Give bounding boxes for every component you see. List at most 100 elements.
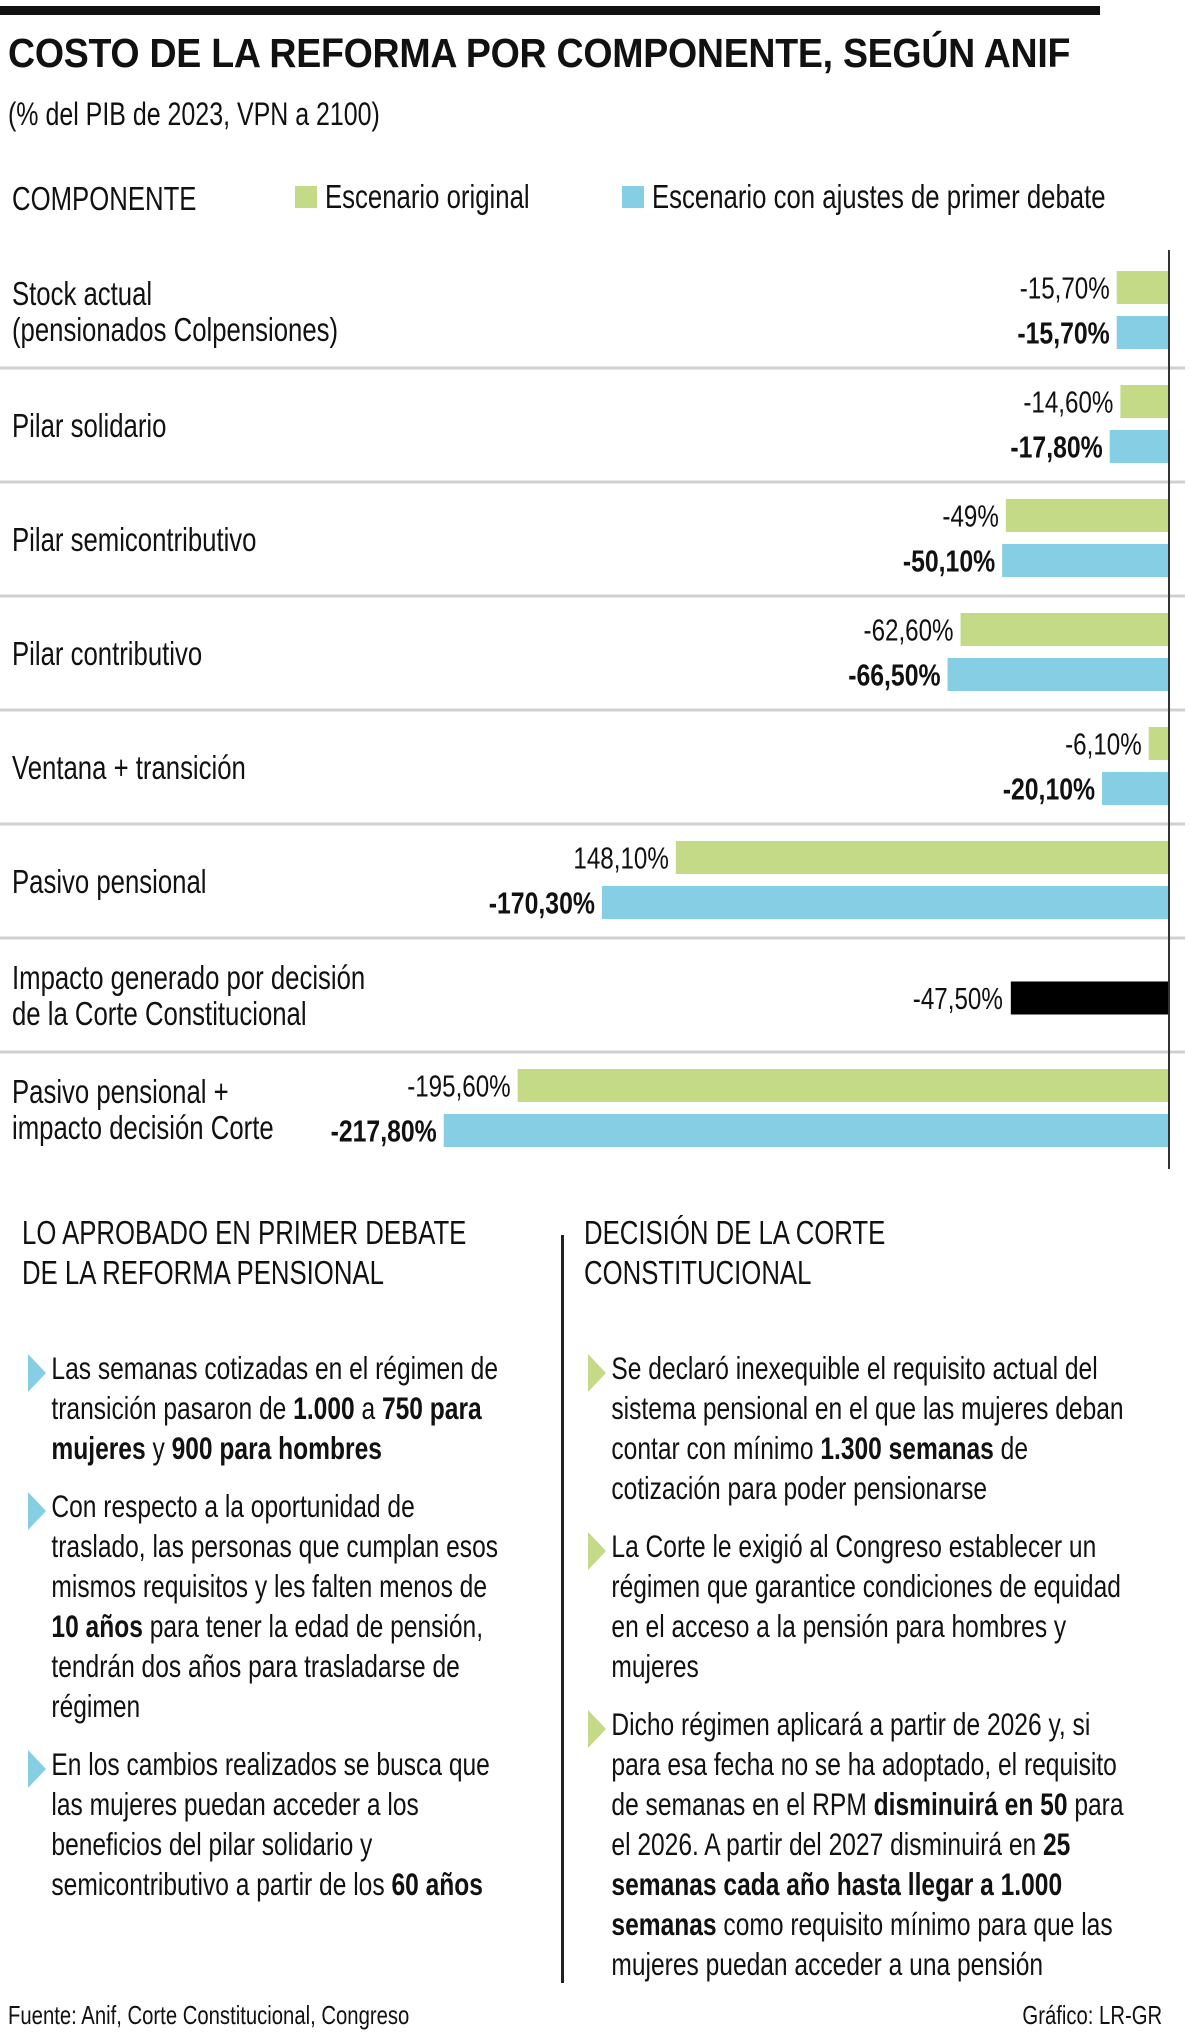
left-bullet-list: Las semanas cotizadas en el régimen de t… [28, 1348, 708, 1922]
top-rule [0, 6, 1100, 15]
bullet-text: Se declaró inexequible el requisito actu… [611, 1348, 1141, 1508]
bar-original-value-label: -6,10% [1065, 727, 1142, 762]
bullet-text-segment: para el 2026. A partir del 2027 disminui… [611, 1786, 1124, 1862]
category-label: Impacto generado por decisión [12, 960, 365, 997]
bullet-text-emphasis: disminuirá en 50 [873, 1786, 1068, 1822]
right-panel-title: DECISIÓN DE LA CORTE CONSTITUCIONAL [584, 1213, 885, 1293]
category-label: Pilar solidario [12, 408, 166, 445]
category-label: (pensionados Colpensiones) [12, 312, 338, 349]
bullet-text-emphasis: 1.300 semanas [820, 1430, 994, 1466]
bar-original [960, 613, 1169, 646]
bullet-text-emphasis: 60 años [391, 1866, 483, 1902]
bar-original [1120, 385, 1169, 418]
category-label: Pasivo pensional [12, 864, 207, 901]
left-panel-title-line-2: DE LA REFORMA PENSIONAL [22, 1254, 384, 1291]
bar-adjusted [1116, 316, 1169, 349]
legend-swatch-original [295, 186, 317, 208]
right-panel-title-line-1: DECISIÓN DE LA CORTE [584, 1214, 886, 1251]
column-divider [561, 1235, 564, 1983]
category-label: Stock actual [12, 276, 152, 313]
bullet-text: Las semanas cotizadas en el régimen de t… [51, 1348, 511, 1468]
bar-adjusted-value-label: -50,10% [903, 544, 995, 578]
legend-label-adjusted: Escenario con ajustes de primer debate [652, 178, 1106, 215]
bullet-text: La Corte le exigió al Congreso establece… [611, 1526, 1141, 1686]
bar-adjusted [601, 886, 1169, 919]
bar-original [675, 841, 1169, 874]
bar-adjusted-value-label: -170,30% [489, 886, 595, 920]
bar-original [1116, 271, 1169, 304]
graphic-credit: Gráfico: LR-GR [1022, 2000, 1162, 2030]
category-label: de la Corte Constitucional [12, 996, 307, 1033]
bar-value-label: -47,50% [913, 981, 1003, 1016]
bar-adjusted [947, 658, 1169, 691]
legend-label-original: Escenario original [325, 178, 530, 215]
category-label: Pilar semicontributivo [12, 522, 256, 559]
bullet-text-emphasis: 750 para mujeres [51, 1390, 482, 1466]
bullet-text-segment: Se declaró inexequible el requisito actu… [611, 1350, 1124, 1466]
bullet-item: En los cambios realizados se busca que l… [28, 1744, 708, 1904]
bullet-text-segment: En los cambios realizados se busca que l… [51, 1746, 490, 1902]
category-label: Pilar contributivo [12, 636, 202, 673]
bar-original-value-label: -15,70% [1020, 271, 1110, 306]
bar-original [517, 1069, 1169, 1102]
left-panel-title: LO APROBADO EN PRIMER DEBATE DE LA REFOR… [22, 1213, 466, 1293]
bullet-text-emphasis: 1.000 [293, 1390, 355, 1426]
chart-subtitle: (% del PIB de 2023, VPN a 2100) [8, 96, 380, 132]
bar-adjusted [1109, 430, 1169, 463]
chart-title: COSTO DE LA REFORMA POR COMPONENTE, SEGÚ… [8, 30, 1071, 76]
category-label: impacto decisión Corte [12, 1110, 274, 1147]
bullet-text-segment: como requisito mínimo para que las mujer… [611, 1906, 1113, 1982]
bullet-text: Dicho régimen aplicará a partir de 2026 … [611, 1704, 1141, 1984]
bullet-text-segment: Las semanas cotizadas en el régimen de t… [51, 1350, 499, 1426]
bar-adjusted-value-label: -17,80% [1010, 430, 1102, 464]
bar-adjusted [1002, 544, 1169, 577]
bar-adjusted [443, 1114, 1169, 1147]
bullet-text-emphasis: 900 para hombres [171, 1430, 382, 1466]
bullet-item: La Corte le exigió al Congreso establece… [588, 1526, 1200, 1686]
bullet-text-segment: Con respecto a la oportunidad de traslad… [51, 1488, 499, 1604]
source-note: Fuente: Anif, Corte Constitucional, Cong… [8, 2000, 410, 2030]
bar-adjusted-value-label: -66,50% [848, 658, 940, 692]
bar-adjusted [1102, 772, 1169, 805]
triangle-bullet-icon [588, 1710, 606, 1748]
legend-item-original: Escenario original [295, 178, 587, 216]
bar-adjusted-value-label: -217,80% [331, 1114, 437, 1148]
bullet-text-segment: La Corte le exigió al Congreso establece… [611, 1528, 1121, 1684]
bar-original-value-label: -49% [942, 499, 998, 534]
bullet-item: Las semanas cotizadas en el régimen de t… [28, 1348, 708, 1468]
bullet-item: Se declaró inexequible el requisito actu… [588, 1348, 1200, 1508]
bar-court-impact [1010, 981, 1169, 1015]
bar-original-value-label: -14,60% [1023, 385, 1113, 420]
bullet-text: En los cambios realizados se busca que l… [51, 1744, 511, 1904]
bullet-item: Dicho régimen aplicará a partir de 2026 … [588, 1704, 1200, 1984]
bar-adjusted-value-label: -15,70% [1017, 316, 1109, 350]
bullet-item: Con respecto a la oportunidad de traslad… [28, 1486, 708, 1726]
bullet-text-segment: a [354, 1390, 382, 1426]
bar-original-value-label: -62,60% [864, 613, 954, 648]
right-panel-title-line-2: CONSTITUCIONAL [584, 1254, 812, 1291]
category-label: Pasivo pensional + [12, 1074, 229, 1111]
left-panel-title-line-1: LO APROBADO EN PRIMER DEBATE [22, 1214, 467, 1251]
component-column-header: COMPONENTE [12, 180, 197, 217]
bullet-text-segment: de cotización para poder pensionarse [611, 1430, 1028, 1506]
bar-original [1148, 727, 1169, 760]
bullet-text: Con respecto a la oportunidad de traslad… [51, 1486, 511, 1726]
bar-original-value-label: 148,10% [573, 841, 668, 876]
bar-original [1005, 499, 1169, 532]
triangle-bullet-icon [28, 1750, 46, 1788]
legend-swatch-adjusted [622, 186, 644, 208]
right-bullet-list: Se declaró inexequible el requisito actu… [588, 1348, 1200, 2002]
bar-adjusted-value-label: -20,10% [1003, 772, 1095, 806]
bar-chart: Stock actual(pensionados Colpensiones) -1… [0, 250, 1185, 1169]
legend-item-adjusted: Escenario con ajustes de primer debate [622, 178, 1200, 216]
triangle-bullet-icon [28, 1354, 46, 1392]
bullet-text-emphasis: 10 años [51, 1608, 143, 1644]
category-label: Ventana + transición [12, 750, 246, 787]
bar-original-value-label: -195,60% [407, 1069, 510, 1104]
triangle-bullet-icon [28, 1492, 46, 1530]
bullet-text-segment: y [145, 1430, 172, 1466]
triangle-bullet-icon [588, 1354, 606, 1392]
bullet-text-segment: Dicho régimen aplicará a partir de 2026 … [611, 1706, 1117, 1822]
bullet-text-segment: para tener la edad de pensión, tendrán d… [51, 1608, 484, 1724]
bullet-text-emphasis: 25 semanas cada año hasta llegar a 1.000… [611, 1826, 1071, 1942]
